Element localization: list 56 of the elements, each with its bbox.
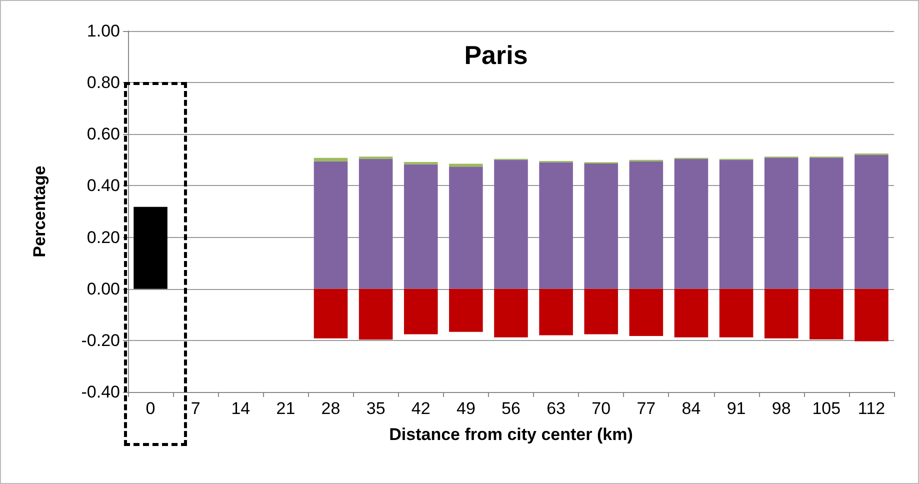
- x-axis-title: Distance from city center (km): [389, 425, 633, 444]
- x-tick-label: 42: [411, 399, 430, 418]
- y-tick-label: -0.40: [81, 382, 120, 402]
- y-tick-label: 0.20: [86, 228, 120, 247]
- y-tick-label: 0.80: [86, 73, 120, 92]
- bar: [629, 161, 664, 289]
- bar: [449, 166, 483, 289]
- y-tick-label: 1.00: [86, 22, 120, 40]
- bar: [674, 288, 708, 338]
- y-axis-title: Percentage: [30, 166, 49, 258]
- bar: [854, 288, 888, 342]
- bar: [584, 288, 618, 334]
- bar: [539, 288, 573, 336]
- x-tick-label: 77: [636, 399, 656, 418]
- bar: [674, 158, 708, 289]
- bar: [134, 206, 168, 289]
- bar: [719, 160, 754, 289]
- bar: [404, 288, 438, 334]
- bar: [404, 164, 438, 289]
- chart-title: Paris: [464, 40, 528, 70]
- x-tick-label: 70: [592, 399, 611, 418]
- bar: [629, 288, 664, 336]
- y-tick-label: -0.20: [81, 330, 120, 350]
- bar: [404, 162, 438, 164]
- bar: [584, 164, 618, 289]
- bar: [539, 162, 573, 289]
- x-tick-label: 63: [546, 399, 566, 418]
- x-tick-label: 49: [456, 399, 476, 418]
- bar: [854, 154, 888, 289]
- x-tick-label: 14: [231, 399, 250, 418]
- x-tick-label: 7: [190, 399, 200, 418]
- bar: [314, 288, 348, 338]
- bar: [810, 158, 844, 289]
- bar: [719, 288, 754, 338]
- y-tick-label: 0.40: [86, 176, 120, 196]
- x-tick-label: 56: [502, 399, 520, 418]
- x-tick-label: 35: [366, 399, 386, 418]
- bar: [764, 158, 798, 289]
- x-tick-label: 28: [321, 399, 340, 418]
- x-tick-label: 21: [276, 399, 296, 418]
- x-tick-label: 105: [812, 399, 841, 418]
- y-tick-label: 0.00: [86, 279, 120, 298]
- bar: [494, 288, 528, 338]
- x-tick-label: 84: [682, 399, 701, 418]
- x-tick-label: 112: [858, 399, 886, 418]
- bar: [810, 288, 844, 340]
- bar: [494, 160, 528, 289]
- bar: [764, 288, 798, 338]
- bar: [358, 158, 393, 289]
- x-tick-label: 98: [772, 399, 791, 418]
- bar: [358, 288, 393, 340]
- y-tick-label: 0.60: [86, 124, 120, 144]
- x-tick-label: 0: [146, 399, 156, 418]
- bar: [449, 288, 483, 332]
- bar: [314, 161, 348, 289]
- x-tick-label: 91: [726, 399, 746, 418]
